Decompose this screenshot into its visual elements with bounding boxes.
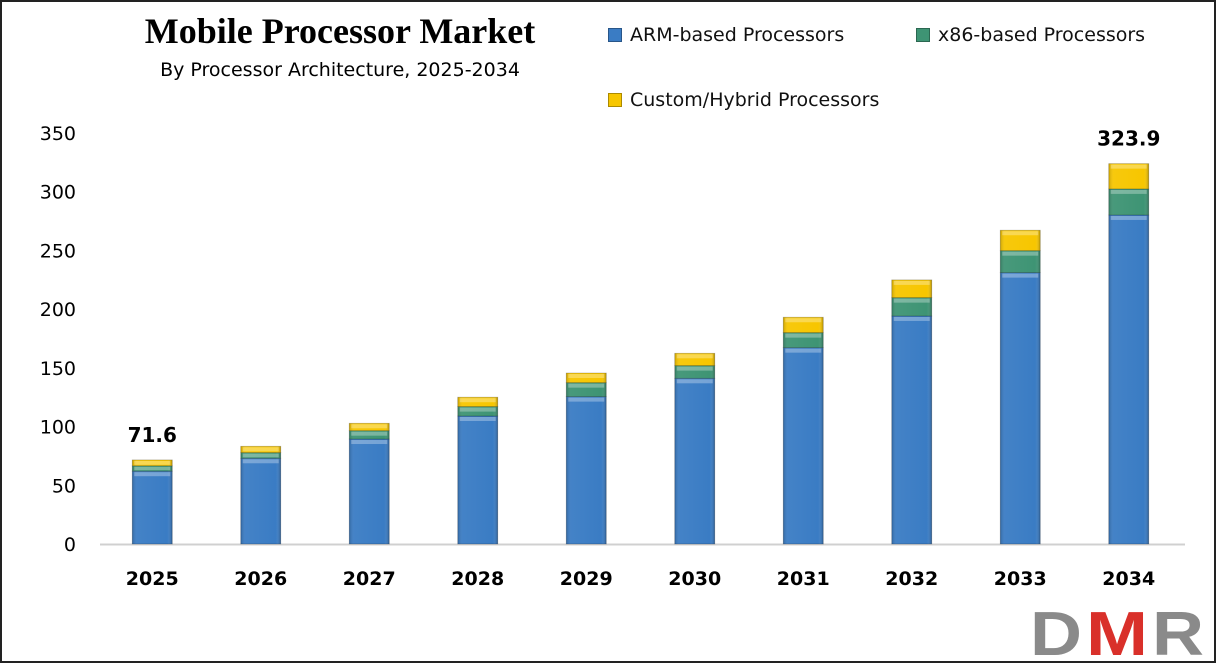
bar-segment-x86-based-processors <box>131 465 173 472</box>
chart-subtitle: By Processor Architecture, 2025-2034 <box>160 59 520 81</box>
bar-segment-arm-based-processors <box>240 457 282 545</box>
x-tick-label: 2032 <box>885 568 938 590</box>
bar-segment-arm-based-processors <box>348 438 390 545</box>
bar-segment-arm-based-processors <box>131 470 173 545</box>
legend-item-arm: ARM-based Processors <box>608 24 844 46</box>
bar-segment-custom-hybrid-processors <box>1108 163 1150 190</box>
chart-title: Mobile Processor Market <box>144 11 536 51</box>
x-tick-label: 2027 <box>343 568 396 590</box>
legend-swatch-custom <box>608 93 622 107</box>
bar-segment-x86-based-processors <box>1108 188 1150 216</box>
bar-segment-custom-hybrid-processors <box>348 422 390 432</box>
y-tick-label: 300 <box>40 182 76 204</box>
x-tick-label: 2029 <box>560 568 613 590</box>
logo-letter: R <box>1152 600 1204 663</box>
legend-label: Custom/Hybrid Processors <box>630 89 880 111</box>
bar-segment-x86-based-processors <box>999 250 1041 274</box>
legend-swatch-x86 <box>916 28 930 42</box>
legend-item-x86: x86-based Processors <box>916 24 1145 46</box>
bar-segment-x86-based-processors <box>348 430 390 440</box>
x-tick-label: 2030 <box>668 568 721 590</box>
x-tick-label: 2031 <box>777 568 830 590</box>
bar-segment-arm-based-processors <box>565 396 607 545</box>
bar-segment-x86-based-processors <box>782 332 824 349</box>
bar-segment-custom-hybrid-processors <box>674 352 716 367</box>
legend-label: ARM-based Processors <box>630 24 845 46</box>
bar-segment-custom-hybrid-processors <box>457 396 499 408</box>
bar-segment-custom-hybrid-processors <box>891 279 933 299</box>
y-tick-label: 0 <box>64 534 76 556</box>
logo-letter: M <box>1086 600 1148 663</box>
data-label: 323.9 <box>1097 127 1160 151</box>
logo-letter: D <box>1030 600 1082 663</box>
bar-segment-x86-based-processors <box>674 365 716 379</box>
bar-segment-arm-based-processors <box>891 315 933 545</box>
bar-segment-x86-based-processors <box>457 406 499 417</box>
bar-segment-arm-based-processors <box>782 347 824 545</box>
x-tick-label: 2026 <box>234 568 287 590</box>
bar-segment-arm-based-processors <box>1108 214 1150 545</box>
x-tick-label: 2028 <box>451 568 504 590</box>
bar-segment-x86-based-processors <box>240 452 282 459</box>
legend-label: x86-based Processors <box>938 24 1146 46</box>
y-tick-label: 250 <box>40 240 76 262</box>
bar-segment-custom-hybrid-processors <box>565 372 607 384</box>
bar-segment-custom-hybrid-processors <box>131 459 173 467</box>
bar-segment-arm-based-processors <box>999 272 1041 545</box>
y-tick-label: 200 <box>40 299 76 321</box>
bar-segment-custom-hybrid-processors <box>240 445 282 454</box>
x-tick-label: 2025 <box>126 568 179 590</box>
legend-swatch-arm <box>608 28 622 42</box>
bar-segment-custom-hybrid-processors <box>999 229 1041 252</box>
x-tick-label: 2034 <box>1102 568 1155 590</box>
bar-segment-x86-based-processors <box>565 382 607 398</box>
bar-segment-arm-based-processors <box>674 377 716 545</box>
bar-segment-x86-based-processors <box>891 297 933 317</box>
y-tick-label: 100 <box>40 417 76 439</box>
bar-segment-custom-hybrid-processors <box>782 316 824 334</box>
y-tick-label: 150 <box>40 358 76 380</box>
bar-segment-arm-based-processors <box>457 415 499 545</box>
legend-item-custom: Custom/Hybrid Processors <box>608 89 879 111</box>
y-tick-label: 350 <box>40 123 76 145</box>
data-label: 71.6 <box>128 423 177 447</box>
y-tick-label: 50 <box>52 475 76 497</box>
x-tick-label: 2033 <box>994 568 1047 590</box>
